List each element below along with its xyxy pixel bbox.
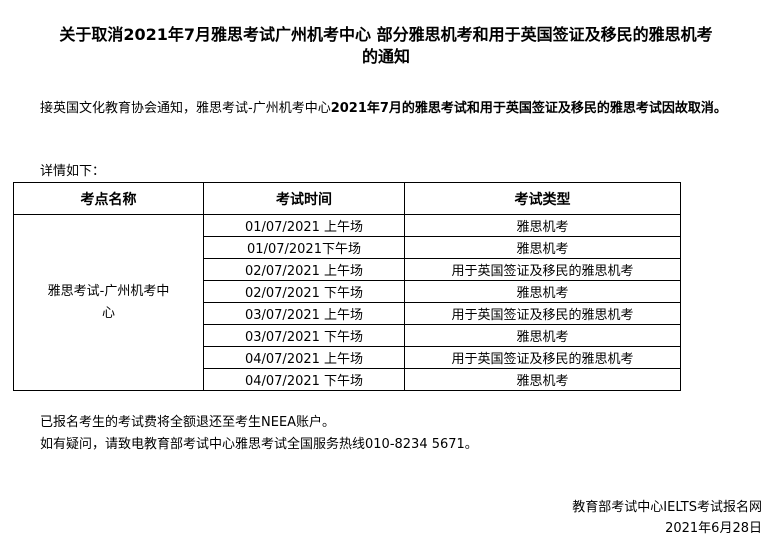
type-cell: 用于英国签证及移民的雅思机考 bbox=[404, 258, 681, 281]
time-cell: 01/07/2021 上午场 bbox=[203, 214, 405, 237]
type-cell: 雅思机考 bbox=[404, 214, 681, 237]
time-cell: 02/07/2021 上午场 bbox=[203, 258, 405, 281]
time-cell: 04/07/2021 下午场 bbox=[203, 368, 405, 391]
refund-note: 已报名考生的考试费将全额退还至考生NEEA账户。 bbox=[40, 415, 336, 430]
table-row: 雅思考试-广州机考中心 01/07/2021 上午场 雅思机考 bbox=[13, 214, 681, 391]
time-cell: 02/07/2021 下午场 bbox=[203, 280, 405, 303]
type-cell: 用于英国签证及移民的雅思机考 bbox=[404, 346, 681, 369]
intro-text: 接英国文化教育协会通知，雅思考试-广州机考中心 bbox=[40, 101, 331, 116]
table-row: 04/07/2021 下午场 雅思机考 bbox=[14, 368, 681, 391]
time-cell: 04/07/2021 上午场 bbox=[203, 346, 405, 369]
table-row: 02/07/2021 下午场 雅思机考 bbox=[14, 280, 681, 303]
details-label: 详情如下： bbox=[40, 164, 106, 179]
table-row: 04/07/2021 上午场 用于英国签证及移民的雅思机考 bbox=[14, 346, 681, 369]
header-time: 考试时间 bbox=[203, 182, 405, 215]
type-cell: 用于英国签证及移民的雅思机考 bbox=[404, 302, 681, 325]
contact-note: 如有疑问，请致电教育部考试中心雅思考试全国服务热线010-8234 5671。 bbox=[40, 437, 478, 452]
table-header-row: 考点名称 考试时间 考试类型 bbox=[13, 182, 681, 215]
signature: 教育部考试中心IELTS考试报名网 bbox=[572, 500, 762, 515]
type-cell: 雅思机考 bbox=[404, 236, 681, 259]
table-row: 03/07/2021 下午场 雅思机考 bbox=[14, 324, 681, 347]
time-cell: 03/07/2021 下午场 bbox=[203, 324, 405, 347]
type-cell: 雅思机考 bbox=[404, 324, 681, 347]
intro-bold-text: 2021年7月的雅思考试和用于英国签证及移民的雅思考试因故取消。 bbox=[330, 101, 727, 116]
venue-cell: 雅思考试-广州机考中心 bbox=[13, 214, 204, 391]
page-title: 关于取消2021年7月雅思考试广州机考中心 部分雅思机考和用于英国签证及移民的雅… bbox=[10, 24, 762, 68]
time-cell: 03/07/2021 上午场 bbox=[203, 302, 405, 325]
header-type: 考试类型 bbox=[404, 182, 681, 215]
type-cell: 雅思机考 bbox=[404, 368, 681, 391]
exam-table: 考点名称 考试时间 考试类型 雅思考试-广州机考中心 01/07/2021 上午场… bbox=[13, 182, 681, 391]
date: 2021年6月28日 bbox=[665, 521, 762, 536]
title-line-2: 的通知 bbox=[361, 47, 410, 66]
header-venue: 考点名称 bbox=[13, 182, 204, 215]
type-cell: 雅思机考 bbox=[404, 280, 681, 303]
intro-paragraph: 接英国文化教育协会通知，雅思考试-广州机考中心2021年7月的雅思考试和用于英国… bbox=[13, 98, 758, 120]
title-line-1: 关于取消2021年7月雅思考试广州机考中心 部分雅思机考和用于英国签证及移民的雅… bbox=[59, 25, 713, 44]
time-cell: 01/07/2021下午场 bbox=[203, 236, 405, 259]
